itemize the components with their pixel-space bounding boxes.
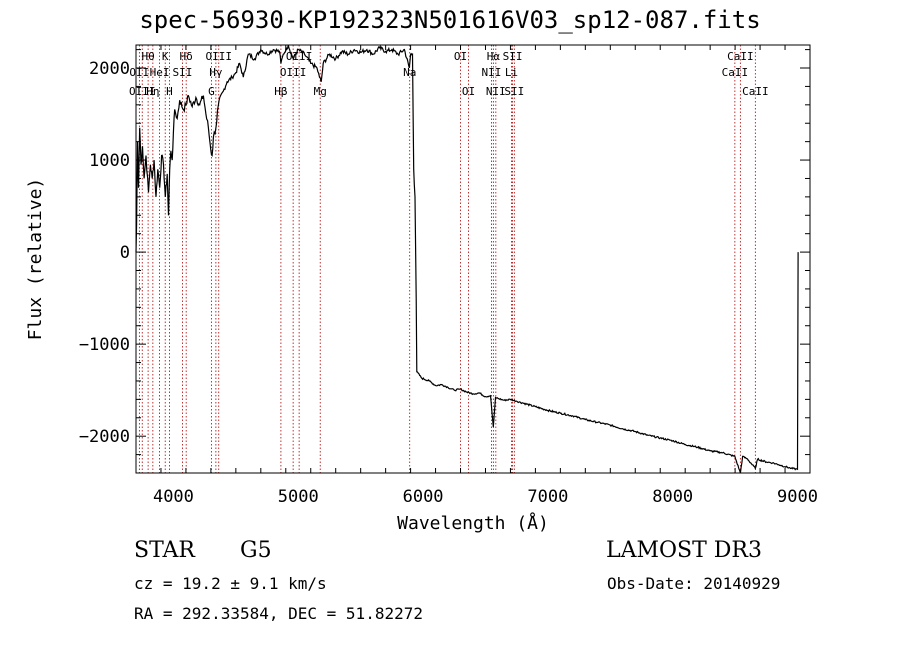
spectral-line-label: OII <box>129 66 149 79</box>
spectral-line-label: OIII <box>286 50 313 63</box>
spectral-line-label: Hδ <box>180 50 193 63</box>
spectral-line-label: OIII <box>206 50 233 63</box>
observation-date: Obs-Date: 20140929 <box>607 574 781 593</box>
spectral-line-label: H <box>166 85 173 98</box>
plot-frame <box>135 44 811 474</box>
y-tick-label: 1000 <box>89 151 130 171</box>
axis-ticks: 4000 5000 6000 7000 8000 9000 −2000 −1000 0 1000 2… <box>79 45 818 507</box>
y-tick-label: 2000 <box>89 59 130 79</box>
spectral-line-label: Hβ <box>274 85 288 98</box>
spectral-line-label: CaII <box>742 85 769 98</box>
y-tick-label: −2000 <box>79 427 130 447</box>
x-tick-label: 8000 <box>652 487 693 507</box>
y-tick-label: −1000 <box>79 335 130 355</box>
spectral-line-label: Hα <box>487 50 501 63</box>
y-tick-label: 0 <box>120 243 130 263</box>
x-tick-label: 5000 <box>278 487 319 507</box>
x-tick-label: 7000 <box>527 487 568 507</box>
spectral-line-label: SII <box>503 50 523 63</box>
object-subclass: G5 <box>240 538 272 563</box>
spectral-line-label: HeI <box>150 66 170 79</box>
object-class: STAR <box>134 538 195 563</box>
spectral-line-label: Hη <box>146 85 159 98</box>
spectral-line-label: OI <box>454 50 467 63</box>
spectral-line-label: Mg <box>314 85 327 98</box>
y-axis-label: Flux (relative) <box>25 178 46 341</box>
x-tick-label: 6000 <box>403 487 444 507</box>
x-tick-label: 9000 <box>777 487 818 507</box>
spectral-line-label: OI <box>462 85 475 98</box>
x-tick-label: 4000 <box>153 487 194 507</box>
spectral-lines <box>138 45 756 473</box>
sky-coordinates: RA = 292.33584, DEC = 51.82272 <box>134 604 423 623</box>
spectral-line-label: OIII <box>280 66 307 79</box>
redshift-velocity: cz = 19.2 ± 9.1 km/s <box>134 574 327 593</box>
spectral-line-label: SII <box>504 85 524 98</box>
spectral-line-label: CaII <box>722 66 749 79</box>
flux-series-line <box>135 44 799 474</box>
spectral-line-label: CaII <box>727 50 754 63</box>
survey-name: LAMOST DR3 <box>606 538 762 563</box>
spectral-line-label: K <box>162 50 169 63</box>
chart-title: spec-56930-KP192323N501616V03_sp12-087.f… <box>139 6 761 34</box>
spectral-line-label: SII <box>172 66 192 79</box>
spectral-line-label: NII <box>486 85 506 98</box>
spectral-line-label: Hγ <box>209 66 223 79</box>
spectral-line-label: G <box>208 85 215 98</box>
spectral-line-label: Hθ <box>141 50 154 63</box>
x-axis-label: Wavelength (Å) <box>397 512 549 534</box>
spectral-line-label: Li <box>505 66 518 79</box>
spectral-line-label: NII <box>482 66 502 79</box>
spectral-line-labels: OIIOIIIHθHηHeIKHSIIHδGHγOIIIHβOIIIOIIIMg… <box>129 50 769 98</box>
